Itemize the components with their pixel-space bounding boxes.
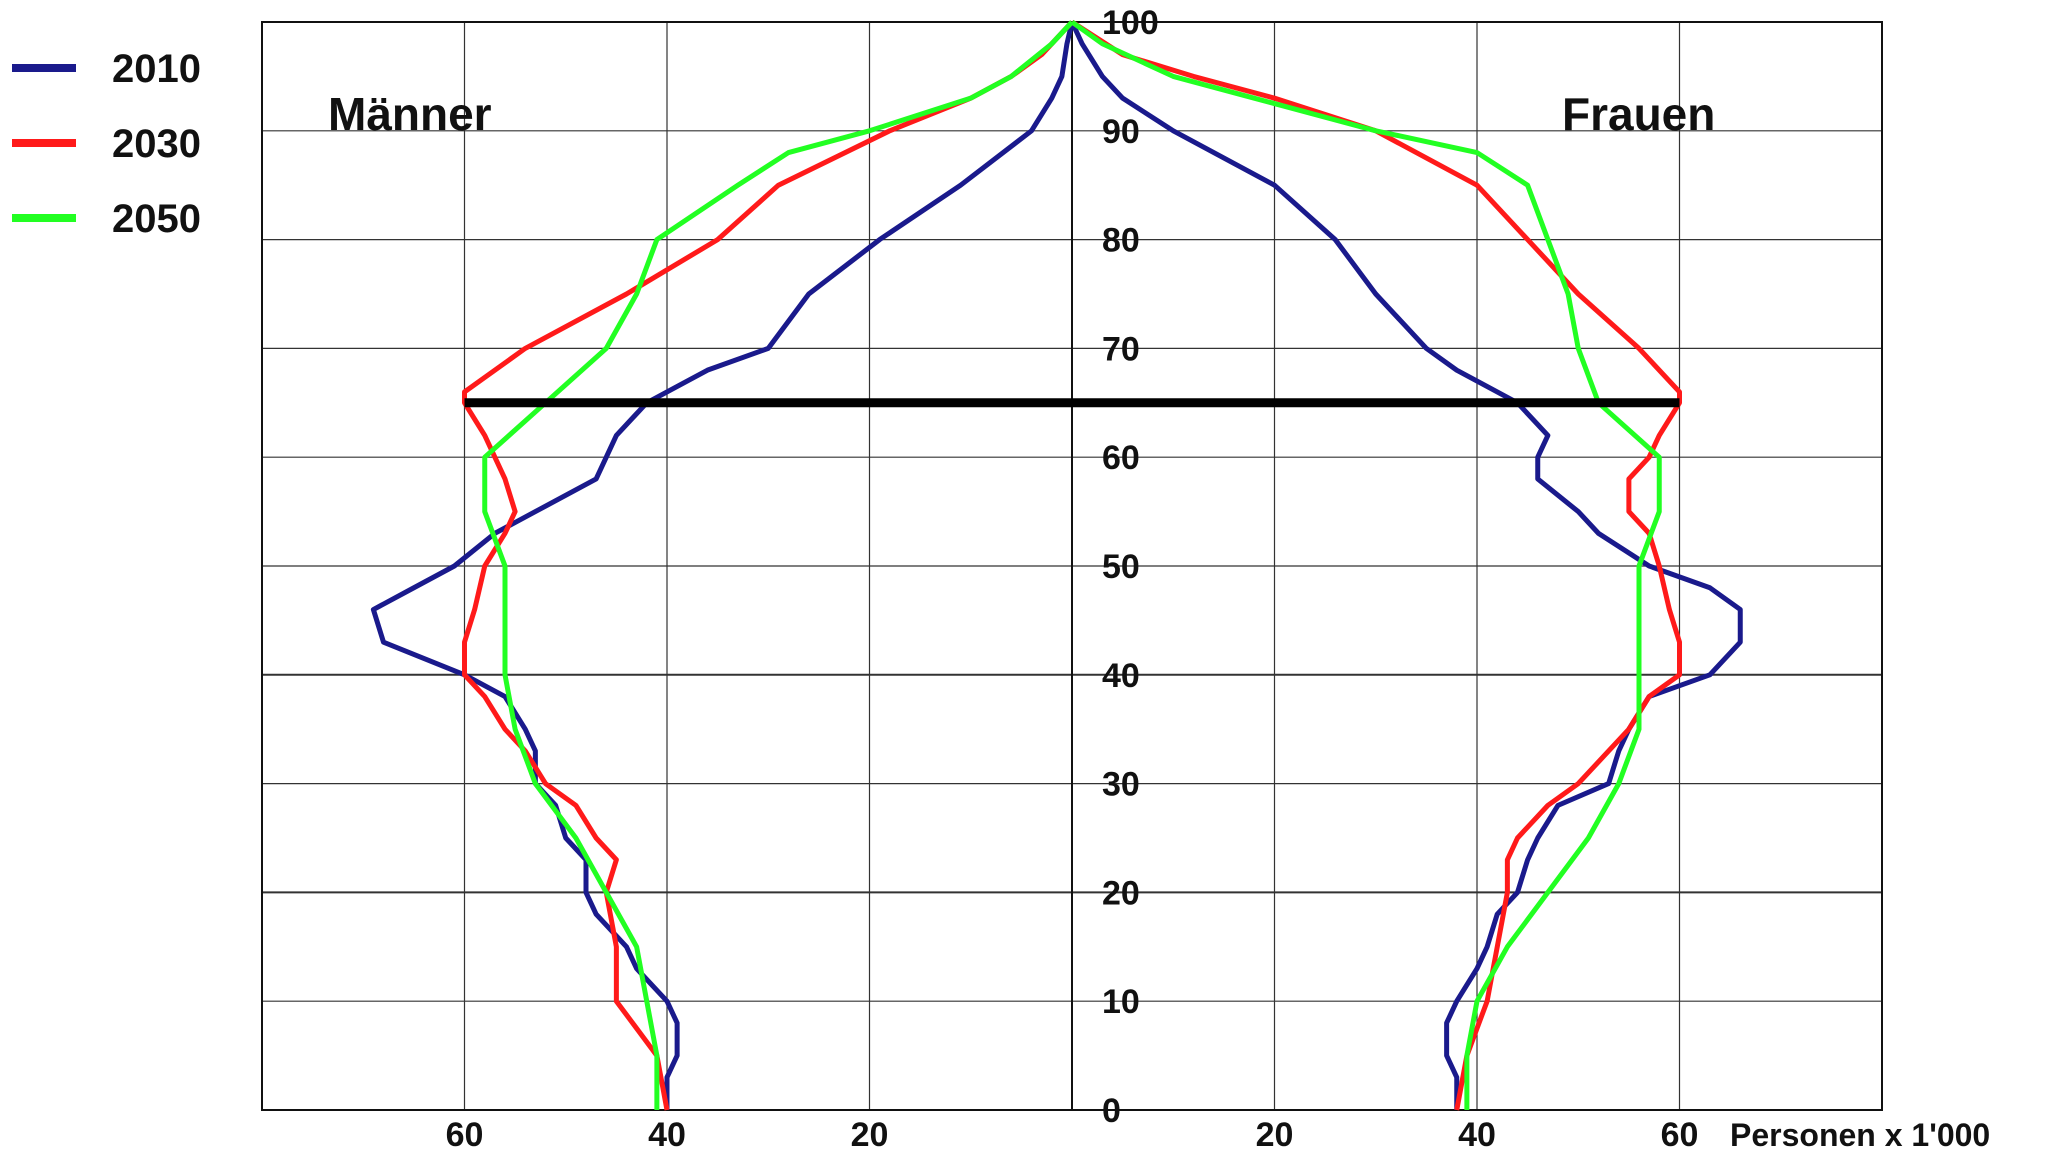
x-tick-label: 40	[1458, 1116, 1496, 1154]
legend-label-2050: 2050	[112, 197, 201, 241]
y-tick-label: 70	[1102, 330, 1140, 368]
y-tick-label: 60	[1102, 439, 1140, 477]
series-2050-men-line	[482, 20, 1074, 1110]
panel-label-men: Männer	[328, 88, 492, 140]
y-tick-label: 30	[1102, 766, 1140, 804]
y-tick-label: 100	[1102, 4, 1159, 42]
y-tick-label: 20	[1102, 874, 1140, 912]
series-2030-men-line	[462, 20, 1074, 1111]
y-tick-label: 80	[1102, 222, 1140, 260]
x-tick-label: 20	[851, 1116, 889, 1154]
y-tick-label: 40	[1102, 657, 1140, 695]
x-tick-label: 60	[446, 1116, 484, 1154]
y-tick-labels: 0 10 20 30 40 50 60 70 80 90 100	[1102, 4, 1159, 1130]
y-tick-label: 0	[1102, 1092, 1121, 1130]
panel-label-women: Frauen	[1562, 88, 1715, 140]
y-tick-label: 90	[1102, 113, 1140, 151]
series-2010-women-line	[1069, 20, 1743, 1110]
legend-label-2030: 2030	[112, 122, 201, 166]
series-2030-women-line	[1070, 19, 1682, 1111]
x-tick-label: 40	[648, 1116, 686, 1154]
legend: 2010 2030 2050	[12, 47, 201, 241]
x-axis-label: Personen x 1'000	[1730, 1117, 1990, 1153]
series-2050-women-line	[1070, 19, 1662, 1110]
y-tick-label: 50	[1102, 548, 1140, 586]
x-tick-labels: 60 40 20 20 40 60	[446, 1116, 1699, 1154]
legend-label-2010: 2010	[112, 47, 201, 91]
x-tick-label: 60	[1661, 1116, 1699, 1154]
x-tick-label: 20	[1256, 1116, 1294, 1154]
series-2010-men-line	[370, 21, 1075, 1110]
series-lines	[370, 19, 1743, 1111]
y-tick-label: 10	[1102, 983, 1140, 1021]
